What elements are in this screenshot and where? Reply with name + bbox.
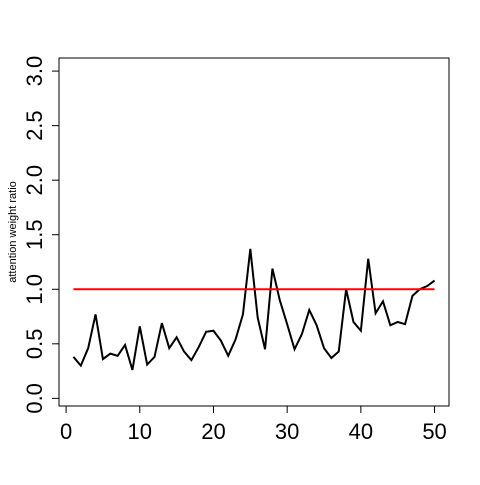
x-tick-label: 0	[60, 419, 72, 444]
y-tick-label: 1.5	[22, 219, 47, 250]
y-tick-label: 0.0	[22, 383, 47, 414]
x-tick-label: 30	[275, 419, 299, 444]
y-tick-label: 2.5	[22, 110, 47, 141]
y-tick-label: 2.0	[22, 165, 47, 196]
plot-box	[58, 57, 450, 407]
x-tick-label: 40	[349, 419, 373, 444]
x-tick-label: 20	[201, 419, 225, 444]
x-tick-label: 50	[422, 419, 446, 444]
series-line	[72, 248, 436, 371]
y-tick-label: 3.0	[22, 56, 47, 87]
y-axis-label: attention weight ratio	[7, 181, 19, 283]
y-tick-label: 0.5	[22, 329, 47, 360]
y-tick-label: 1.0	[22, 274, 47, 305]
x-tick-label: 10	[128, 419, 152, 444]
